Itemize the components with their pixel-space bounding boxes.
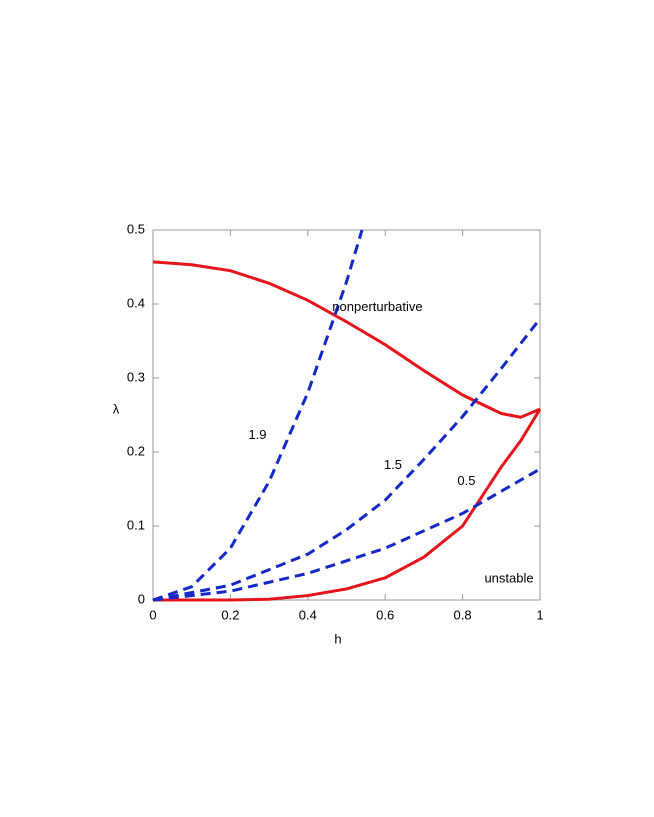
line <box>153 408 542 602</box>
x-axis-label: h <box>334 631 341 646</box>
x-tick-label: 0 <box>149 607 156 622</box>
y-tick-label: 0.4 <box>127 295 145 310</box>
line <box>152 317 542 602</box>
x-tick-label: 0.4 <box>299 607 317 622</box>
x-tick-label: 1 <box>536 607 543 622</box>
series-label: 1.9 <box>248 427 266 442</box>
series-label: 1.5 <box>384 457 402 472</box>
x-tick-label: 0.2 <box>221 607 239 622</box>
y-tick-label: 0 <box>138 591 145 606</box>
annotation: unstable <box>484 571 533 586</box>
line <box>152 467 541 602</box>
series-label: 0.5 <box>457 473 475 488</box>
y-tick-label: 0.1 <box>127 517 145 532</box>
line <box>152 260 541 419</box>
y-axis-label: λ <box>113 401 120 416</box>
y-tick-label: 0.5 <box>127 221 145 236</box>
line <box>152 229 364 602</box>
x-tick-label: 0.6 <box>376 607 394 622</box>
plot-frame <box>152 229 541 601</box>
x-tick-label: 0.8 <box>454 607 472 622</box>
y-tick-label: 0.2 <box>127 443 145 458</box>
annotation: nonperturbative <box>332 299 422 314</box>
y-tick-label: 0.3 <box>127 369 145 384</box>
